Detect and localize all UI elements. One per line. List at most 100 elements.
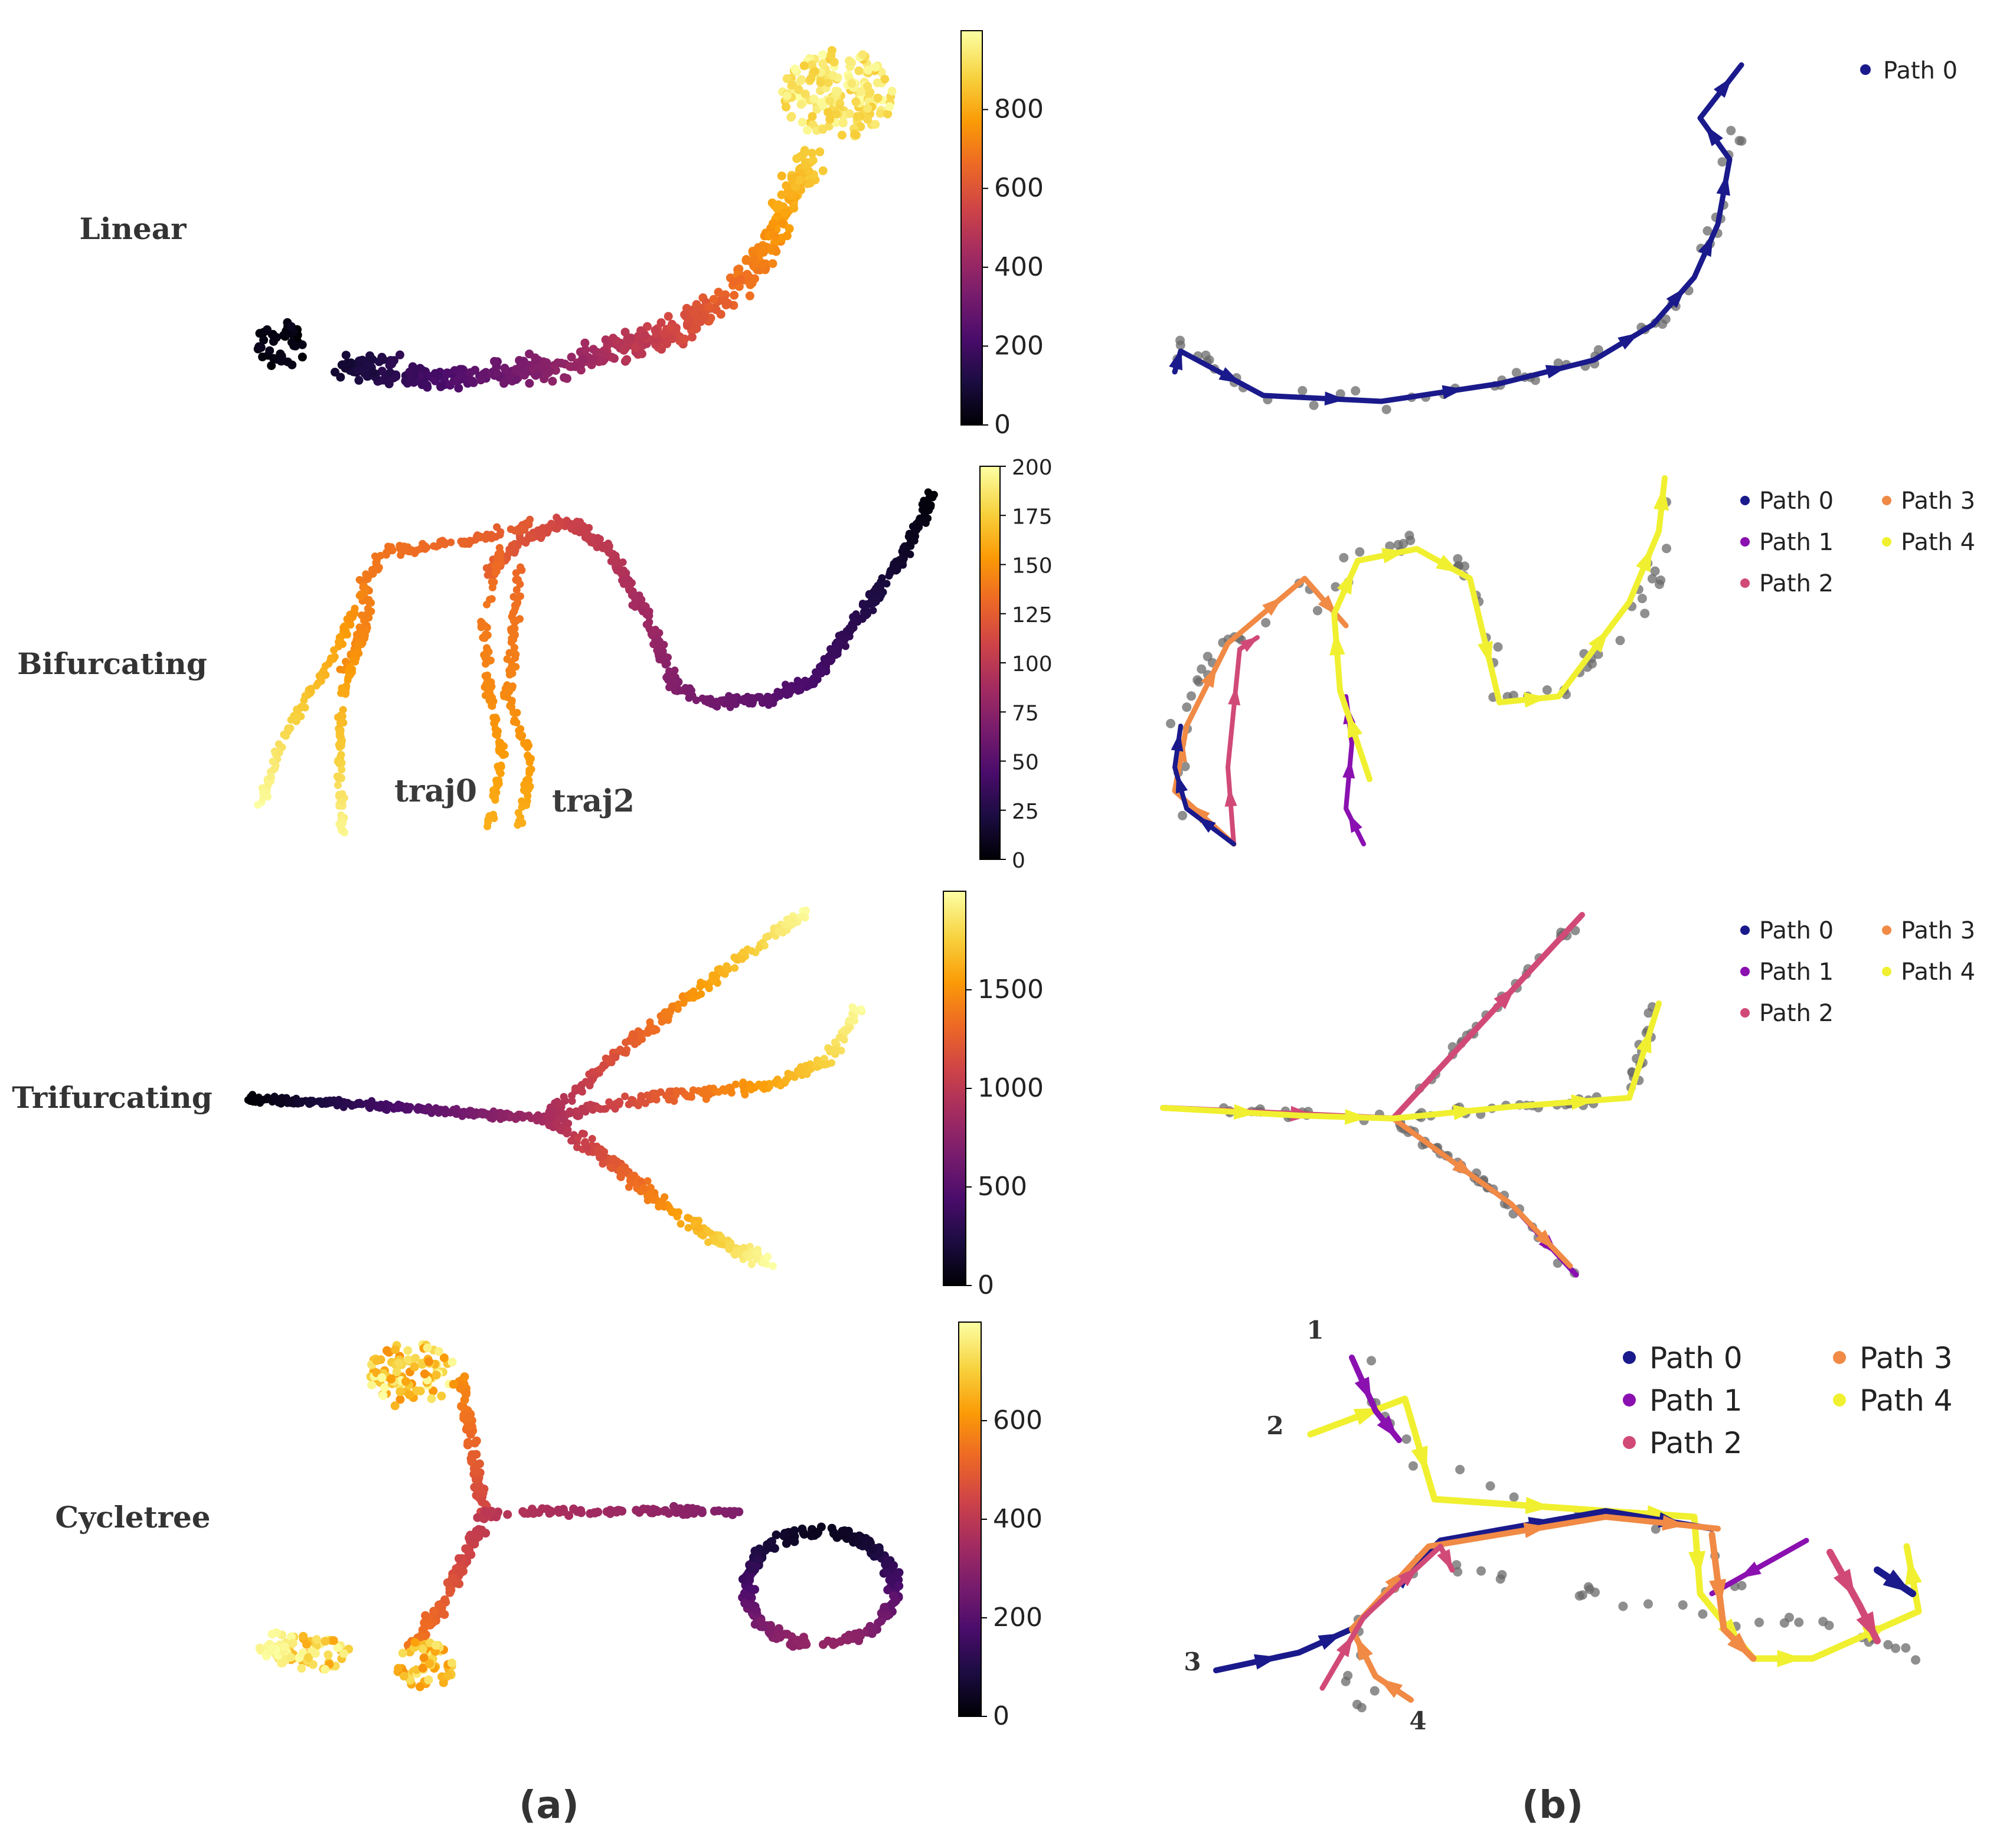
annotation-leaf-2: 2 — [1266, 1411, 1283, 1440]
scatter-cycletree — [255, 1340, 904, 1692]
cyc-point — [503, 1510, 512, 1519]
linear-path0-arrowhead — [1442, 385, 1464, 400]
linear-point — [562, 374, 571, 383]
bif-gray — [1180, 761, 1190, 771]
bif-path3-arrowhead — [1318, 595, 1337, 616]
linear-point — [354, 366, 364, 375]
bif-gray — [1182, 702, 1192, 712]
tri-point — [377, 1102, 385, 1110]
tri-point — [704, 1238, 713, 1247]
linear-point — [883, 109, 893, 119]
colorbar-trifurcating-label-0: 0 — [978, 1270, 994, 1300]
tri-point — [711, 1087, 719, 1095]
cyc-path2-arrowhead — [1398, 1566, 1419, 1587]
tri-point — [588, 1134, 596, 1143]
cyc-gray — [1408, 1461, 1418, 1471]
bif-point — [877, 591, 885, 600]
tri-point — [730, 953, 739, 961]
linear-point — [799, 149, 808, 158]
linear-point — [589, 345, 598, 354]
bif-point — [686, 684, 694, 692]
linear-gray — [1351, 386, 1361, 396]
bif-point — [358, 611, 366, 619]
bif-point — [508, 682, 517, 691]
legend-bif-path4: Path 4 — [1901, 529, 1975, 556]
cyc-point — [880, 1602, 889, 1612]
bif-path4-arrowhead — [1636, 547, 1652, 573]
tri-path4-arrowhead — [1345, 1109, 1368, 1125]
tri-point — [755, 944, 763, 952]
tri-point — [677, 1220, 685, 1228]
tri-point — [742, 1251, 750, 1259]
linear-point — [691, 325, 700, 334]
linear-gray — [1309, 400, 1319, 410]
linear-gray — [1511, 368, 1521, 378]
colorbar-trifurcating-label-2: 1000 — [978, 1073, 1044, 1103]
linear-point — [837, 130, 847, 140]
tri-point — [731, 1251, 739, 1259]
linear-point — [579, 354, 588, 364]
bif-point — [553, 525, 561, 533]
linear-path0-arrowhead — [1545, 365, 1568, 379]
linear-gray — [1335, 389, 1345, 399]
cyc-point — [645, 1506, 654, 1515]
legend-cyc-marker-path0 — [1623, 1351, 1636, 1364]
bif-point — [508, 696, 516, 705]
cyc-gray — [1618, 1601, 1628, 1611]
cyc-point — [455, 1569, 465, 1578]
tri-point — [731, 964, 739, 972]
linear-point — [511, 375, 521, 384]
tri-path3-arrowhead — [1535, 1229, 1555, 1250]
tri-point — [403, 1102, 411, 1110]
linear-gray — [1726, 126, 1736, 136]
cyc-point — [720, 1507, 729, 1516]
bif-point — [669, 670, 678, 678]
cyc-path4-arrowhead — [1688, 1551, 1705, 1578]
linear-point — [637, 349, 646, 358]
linear-point — [272, 333, 281, 342]
bif-point — [584, 532, 592, 540]
linear-point — [790, 182, 800, 191]
linear-point — [736, 274, 745, 284]
bif-point — [355, 591, 364, 600]
tri-point — [726, 1241, 734, 1250]
bif-point — [511, 526, 519, 535]
bif-point — [413, 546, 421, 554]
bif-point — [782, 681, 789, 689]
cyc-point — [744, 1573, 754, 1582]
bif-point — [591, 539, 599, 548]
bif-gray — [1312, 606, 1322, 616]
colorbar-cycletree-bar — [958, 1322, 982, 1717]
linear-point — [664, 312, 673, 321]
linear-point — [856, 122, 865, 132]
tri-point — [670, 1097, 678, 1105]
legend-cyc-path2: Path 2 — [1649, 1426, 1743, 1460]
cyc-point — [304, 1653, 313, 1662]
legend-bif-marker-path4 — [1882, 537, 1891, 547]
linear-point — [341, 351, 351, 360]
linear-point — [656, 318, 666, 328]
legend-tri-marker-path1 — [1740, 967, 1750, 976]
cyc-gray — [1455, 1464, 1465, 1474]
legend-tri-path0: Path 0 — [1759, 917, 1834, 944]
legend-cyc-path3: Path 3 — [1860, 1341, 1953, 1375]
bif-path4-arrowhead — [1348, 714, 1363, 738]
linear-point — [787, 80, 796, 90]
linear-point — [643, 322, 652, 331]
cyc-point — [463, 1438, 473, 1447]
tri-point — [824, 1044, 832, 1052]
linear-point — [368, 368, 378, 377]
colorbar-linear-label-4: 800 — [994, 94, 1044, 125]
linear-point — [500, 364, 509, 373]
linear-point — [276, 349, 285, 359]
cyc-point — [832, 1533, 842, 1542]
bif-path4-arrowhead — [1654, 486, 1669, 511]
cyc-point — [418, 1663, 427, 1673]
bif-point — [484, 818, 492, 826]
tri-point — [626, 1174, 635, 1182]
cyc-point — [390, 1401, 400, 1411]
tri-point — [545, 1112, 554, 1120]
linear-point — [790, 64, 800, 74]
cyc-point — [339, 1649, 348, 1658]
linear-point — [601, 335, 610, 345]
